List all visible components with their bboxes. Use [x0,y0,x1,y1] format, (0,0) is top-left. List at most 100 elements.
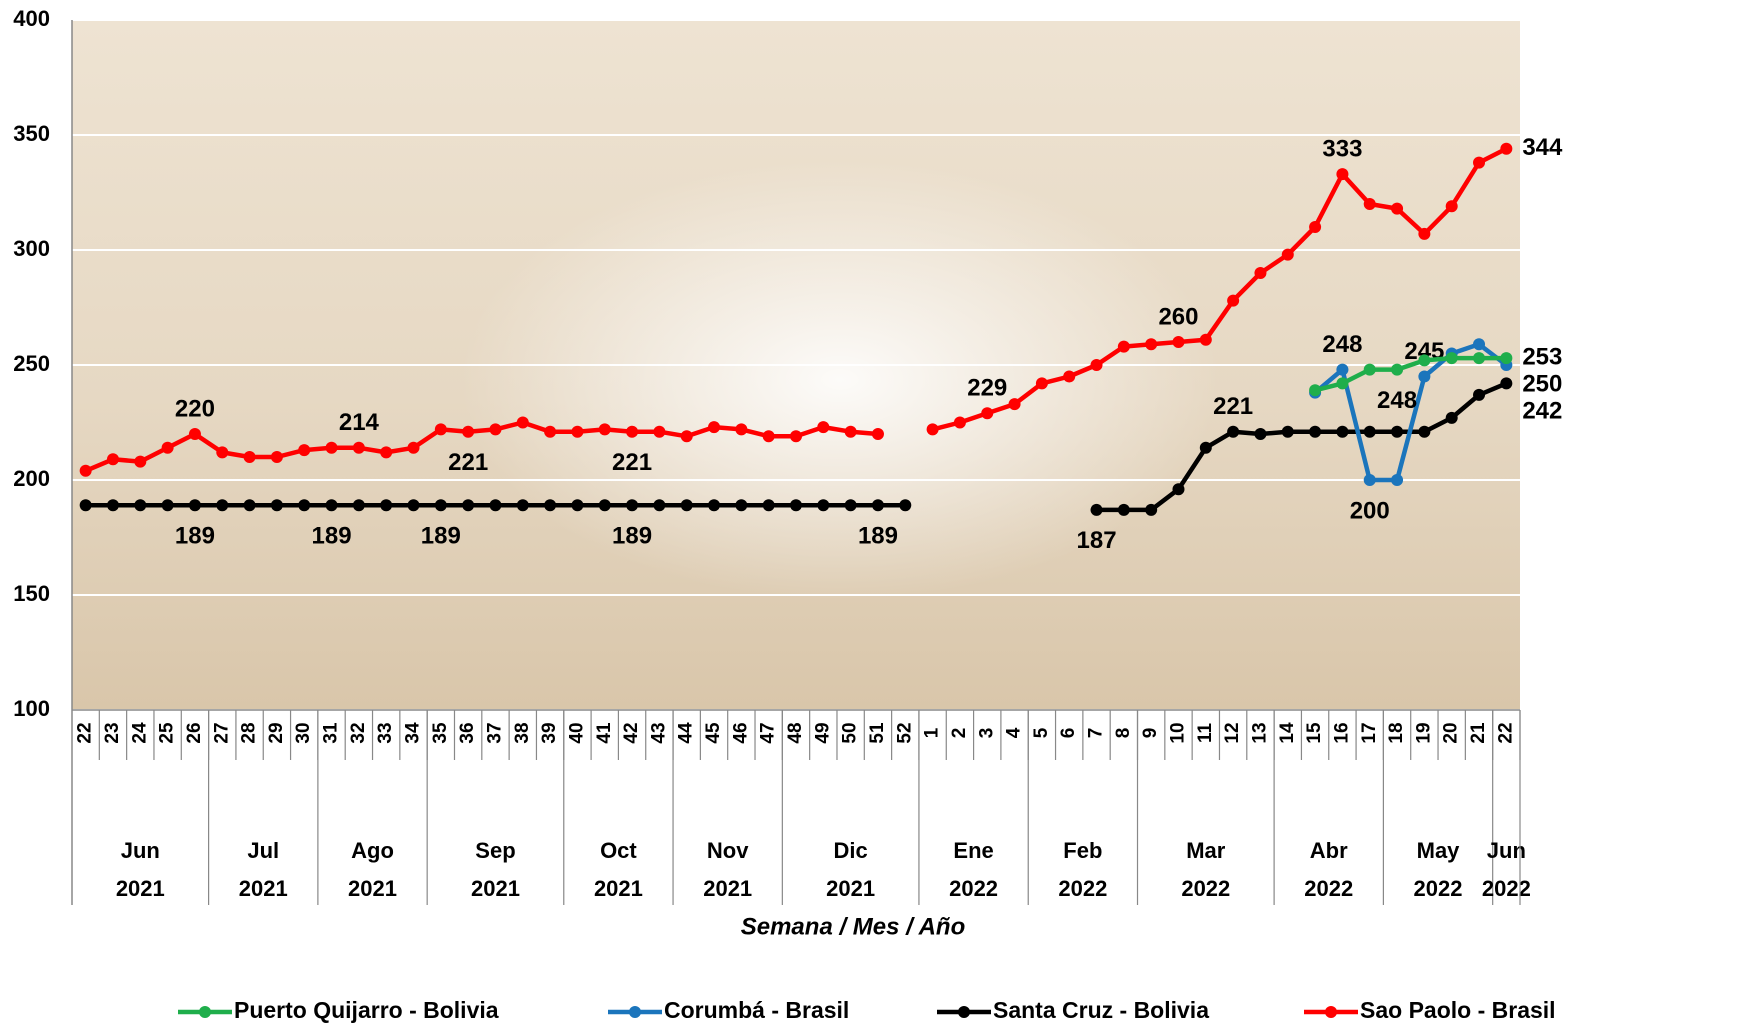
x-tick-label: 50 [840,722,861,743]
data-point [653,499,666,512]
data-point [1363,198,1376,210]
year-label: 2022 [1304,876,1353,901]
x-tick-label: 34 [403,722,424,744]
data-point [1473,352,1486,365]
x-tick-label: 7 [1086,728,1107,739]
data-label: 189 [312,523,352,550]
data-point [1336,168,1349,181]
data-point [1117,340,1130,353]
x-tick-label: 2 [949,728,970,739]
x-tick-label: 17 [1359,722,1380,743]
legend-marker [1325,1006,1337,1018]
data-point [188,428,201,440]
month-label: Dic [834,838,868,863]
x-tick-label: 22 [1495,722,1516,743]
data-label: 220 [175,395,215,422]
data-point [598,423,611,436]
data-point [1391,425,1404,438]
data-point [1391,474,1404,486]
data-point [188,499,201,512]
data-point [462,425,475,438]
year-label: 2021 [471,876,520,901]
x-tick-label: 23 [102,722,123,743]
data-point [1199,333,1212,346]
data-point [298,444,311,457]
data-point [1336,377,1349,390]
data-point [680,499,693,512]
legend-label: Puerto Quijarro - Bolivia [234,997,499,1023]
data-point [871,428,884,440]
month-label: Jun [121,838,160,863]
x-tick-label: 45 [703,722,724,744]
month-label: Nov [707,838,749,863]
data-point [790,430,802,443]
data-point [1500,142,1513,155]
data-point [106,499,119,512]
data-point [762,430,775,443]
data-point [462,499,475,512]
x-tick-label: 15 [1304,722,1325,744]
data-label: 189 [421,523,461,550]
data-point [1418,425,1431,438]
data-point [407,499,420,512]
data-point [1172,483,1185,496]
data-point [1281,425,1294,438]
x-tick-label: 39 [539,722,560,743]
x-tick-label: 1 [922,727,943,738]
data-point [380,499,393,512]
data-point [516,416,529,429]
data-point [489,499,502,512]
data-point [1473,156,1486,169]
data-point [1172,336,1185,348]
data-label: 189 [612,523,652,550]
data-point [243,451,256,463]
data-point [598,499,611,512]
legend-marker [958,1006,970,1018]
data-label: 250 [1522,370,1562,397]
x-tick-label: 37 [484,722,505,743]
data-point [653,425,666,438]
y-tick-label: 300 [13,236,50,261]
x-tick-label: 29 [266,722,287,743]
data-point [1363,474,1376,486]
data-point [1309,425,1322,438]
year-label: 2021 [116,876,165,901]
data-point [1227,294,1240,307]
data-point [981,407,994,420]
x-tick-label: 8 [1113,728,1134,739]
legend-label: Sao Paolo - Brasil [1360,997,1556,1023]
data-point [1445,411,1458,424]
y-tick-label: 100 [13,696,50,721]
data-point [762,499,775,512]
year-label: 2021 [703,876,752,901]
data-point [1063,370,1076,383]
data-point [1035,377,1048,390]
x-tick-label: 19 [1413,722,1434,743]
data-point [926,423,939,436]
data-point [161,499,174,512]
x-tick-label: 47 [758,722,779,743]
x-tick-label: 38 [512,722,533,743]
data-point [1418,227,1431,240]
data-point [1500,352,1513,365]
data-point [325,441,338,454]
data-point [1254,267,1267,279]
data-point [735,499,748,512]
x-tick-label: 52 [894,722,915,743]
data-point [1363,425,1376,438]
legend-label: Santa Cruz - Bolivia [993,997,1209,1023]
data-point [790,499,802,512]
year-label: 2022 [949,876,998,901]
data-point [106,453,119,466]
data-point [298,499,311,512]
data-point [680,430,693,443]
year-label: 2021 [594,876,643,901]
month-label: Feb [1063,838,1102,863]
x-tick-label: 36 [457,722,478,743]
data-label: 221 [1213,393,1253,420]
x-tick-label: 13 [1249,722,1270,743]
x-tick-label: 3 [976,728,997,739]
data-point [1227,425,1240,438]
year-label: 2021 [826,876,875,901]
month-label: Sep [475,838,515,863]
